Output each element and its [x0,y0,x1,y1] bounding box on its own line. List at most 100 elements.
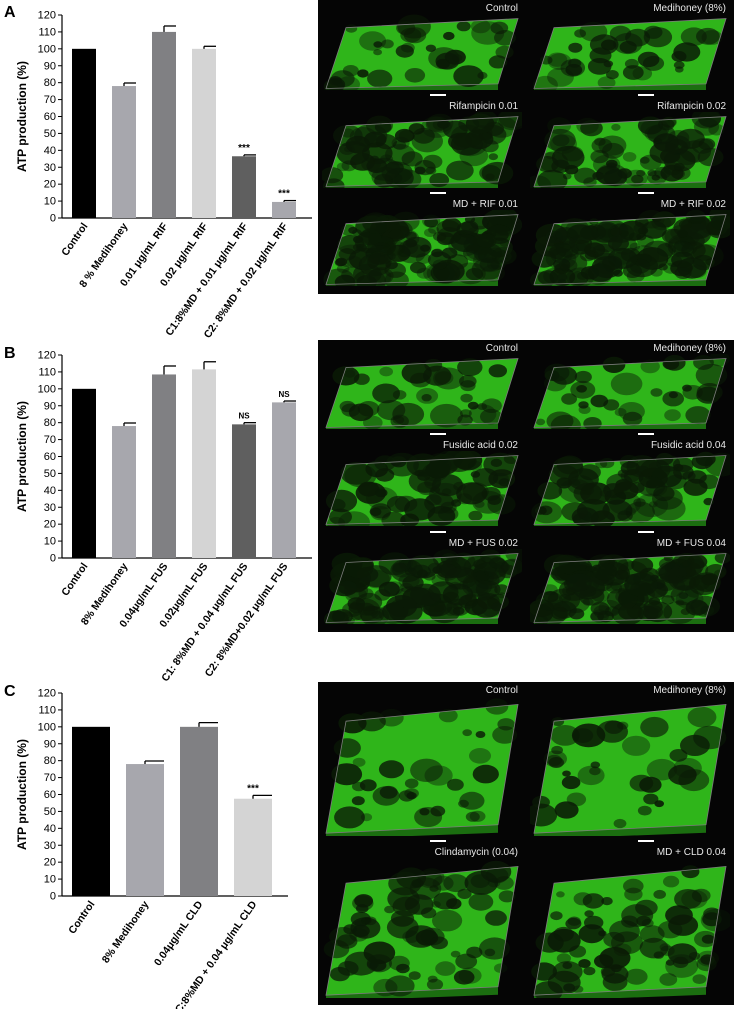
microscopy-label: Clindamycin (0.04) [434,846,518,858]
microscopy-panel-b: Control Medihoney (8%) Fusidic acid 0.02… [318,340,736,632]
y-tick-label: 110 [38,704,56,716]
scale-bar [638,839,654,842]
y-tick-label: 10 [44,196,56,208]
y-tick-label: 50 [44,128,56,140]
y-tick-label: 0 [50,213,56,225]
biofilm-3d-image [530,451,736,531]
y-tick-label: 10 [44,874,56,886]
microscopy-label: Medihoney (8%) [653,685,726,696]
significance-label: *** [247,783,259,794]
scale-bar [638,433,654,436]
scale-bar [638,530,654,533]
bar-chart-a: 0 10 20 30 40 50 60 70 80 90 100 110 120 ATP producti… [15,10,312,341]
biofilm-3d-image [524,107,730,195]
y-tick-label: 70 [44,772,56,784]
scale-bar [430,94,446,96]
y-tick-label: 100 [38,383,56,395]
bar [232,156,256,218]
microscopy-label: MD + RIF 0.02 [660,199,726,210]
bar [152,374,176,558]
bar [180,726,218,896]
y-tick-label: 50 [44,806,56,818]
bar [126,764,164,896]
y-tick-label: 100 [38,43,56,55]
bar [234,798,272,896]
y-tick-label: 0 [50,553,56,565]
y-tick-label: 60 [44,451,56,463]
microscopy-label: MD + RIF 0.01 [452,199,518,210]
bar [72,388,96,558]
microscopy-label: MD + CLD 0.04 [656,846,726,858]
microscopy-label: Fusidic acid 0.04 [650,440,726,452]
biofilm-3d-image [322,14,522,95]
microscopy-label: Control [485,3,518,14]
x-tick-label: 0.04μg/mL CLD [152,898,206,968]
bar-chart-c: 0 10 20 30 40 50 60 70 80 90 100 110 120 ATP producti… [15,688,288,1009]
significance-label: *** [278,189,290,200]
y-tick-label: 20 [44,857,56,869]
y-tick-label: 50 [44,468,56,480]
scale-bar [430,839,446,842]
microscopy-label: MD + FUS 0.04 [656,537,726,549]
y-tick-label: 70 [44,434,56,446]
microscopy-label: Rifampicin 0.02 [657,101,726,112]
microscopy-label: Rifampicin 0.01 [449,101,518,112]
significance-label: NS [278,390,290,399]
biofilm-3d-image [322,696,522,841]
microscopy-panel-a: Control Medihoney (8%) Rifampicin 0.01 R… [318,0,736,294]
y-tick-label: 90 [44,738,56,750]
microscopy-label: MD + FUS 0.02 [448,537,518,549]
biofilm-3d-image [320,108,528,194]
scale-bar [430,530,446,533]
x-tick-label: C2: 8%MD+0.02 μg/mL FUS [203,561,291,679]
y-tick-label: 20 [44,519,56,531]
y-tick-label: 110 [38,366,56,378]
microscopy-panel-c: Control Medihoney (8%) Clindamycin (0.04… [318,682,734,1005]
microscopy-label: Medihoney (8%) [653,3,726,14]
y-tick-label: 100 [38,721,56,733]
scale-bar [430,192,446,194]
bar [192,369,216,558]
biofilm-3d-image [322,448,522,535]
scale-bar [638,192,654,194]
bar [72,48,96,219]
microscopy-label: Medihoney (8%) [653,343,726,354]
scale-bar [638,94,654,96]
y-tick-label: 120 [38,350,56,362]
y-tick-label: 40 [44,485,56,497]
bar [112,426,136,558]
x-tick-label: Control [66,899,97,937]
y-axis-label: ATP production (%) [15,739,29,850]
scale-bar [430,433,446,436]
bar-chart-b: 0 10 20 30 40 50 60 70 80 90 100 110 120 ATP producti… [15,350,312,684]
biofilm-3d-image [530,351,730,437]
bar [72,726,110,896]
y-tick-label: 80 [44,77,56,89]
y-tick-label: 30 [44,502,56,514]
bar [192,48,216,219]
y-tick-label: 60 [44,111,56,123]
y-tick-label: 40 [44,823,56,835]
y-tick-label: 90 [44,400,56,412]
y-tick-label: 110 [38,26,56,38]
microscopy-label: Control [485,343,518,354]
panel-letter-a: A [4,4,16,21]
y-tick-label: 30 [44,162,56,174]
bar [272,402,296,558]
y-tick-label: 20 [44,179,56,191]
biofilm-3d-image [322,354,522,434]
y-tick-label: 40 [44,145,56,157]
x-tick-label: C2: 8%MD + 0.02 μg/mL RIF [202,220,291,340]
y-tick-label: 70 [44,94,56,106]
bar [232,424,256,558]
biofilm-3d-image [322,545,529,629]
x-tick-label: Control [59,221,90,259]
y-tick-label: 10 [44,536,56,548]
panel-letter-b: B [4,345,16,362]
biofilm-3d-image [322,206,523,294]
significance-label: NS [238,412,250,421]
x-tick-label: 8% Medihoney [100,899,152,966]
biofilm-3d-image [529,204,736,291]
y-tick-label: 120 [38,688,56,700]
